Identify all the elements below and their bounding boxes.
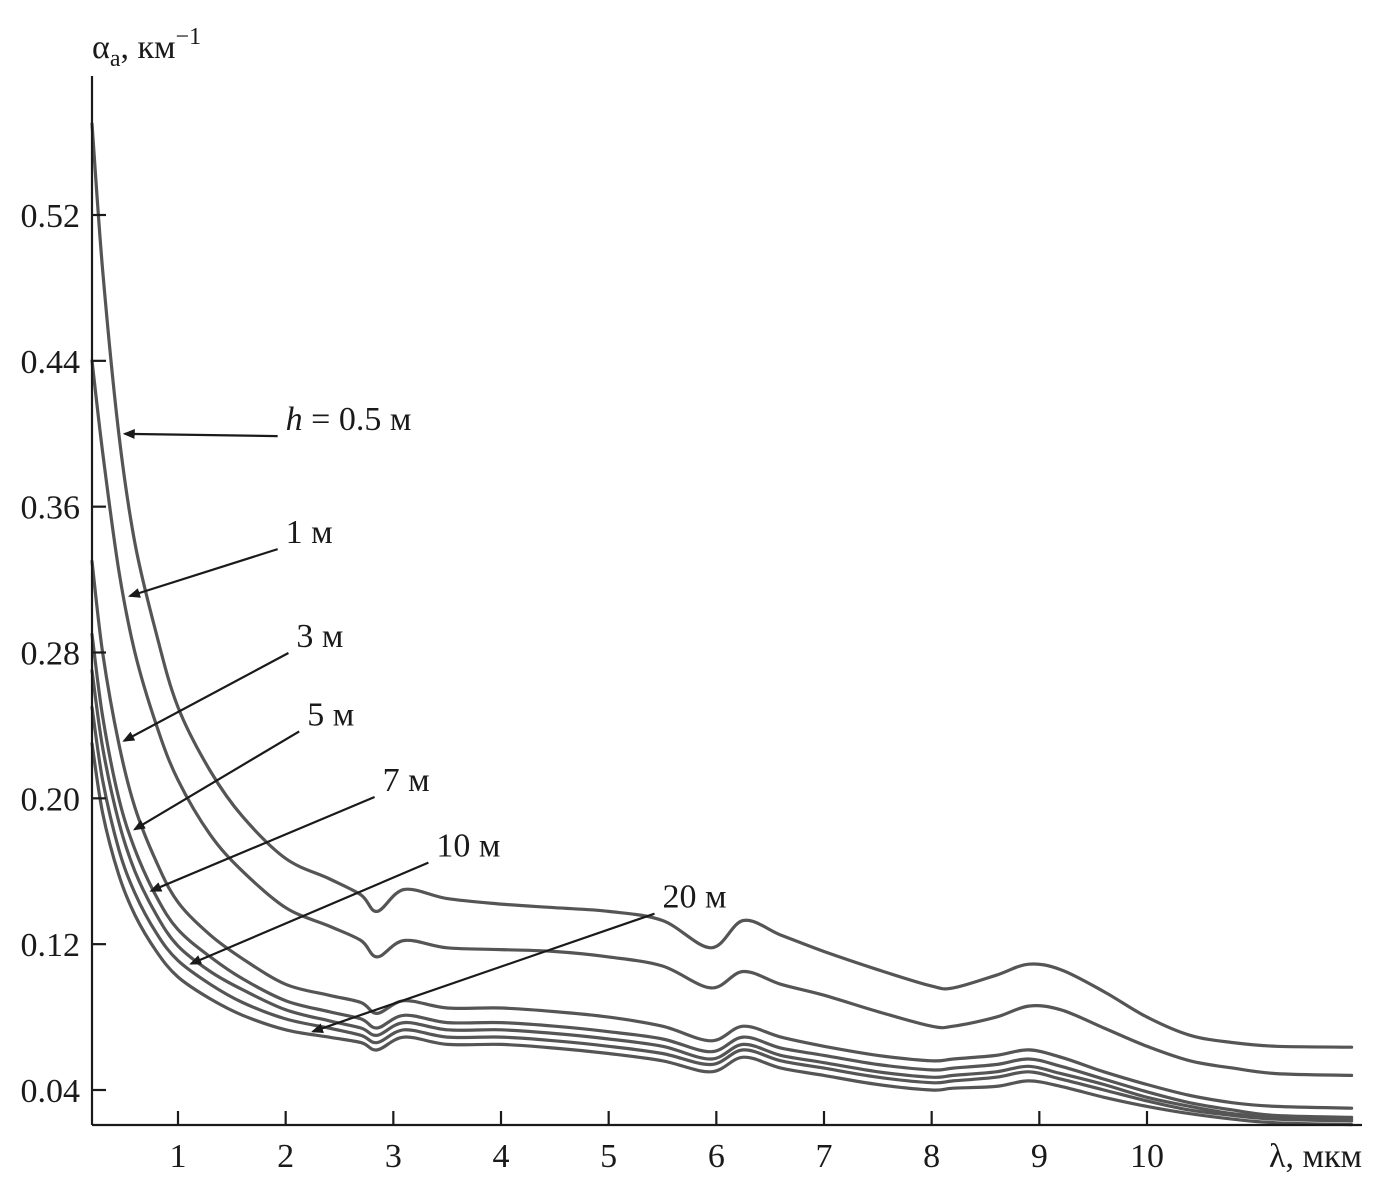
annotation-arrow-6 — [189, 861, 429, 965]
y-axis-symbol: α — [92, 29, 110, 66]
y-axis-unit: , км — [120, 29, 175, 66]
x-axis-title: λ, мкм — [1269, 1138, 1362, 1175]
annotation-text-part: 3 м — [296, 618, 343, 655]
series-line-7 — [90, 742, 1354, 1127]
annotation-arrow-3 — [122, 652, 289, 742]
x-tick-label-4: 4 — [493, 1138, 510, 1175]
x-tick-label-5: 5 — [600, 1138, 617, 1175]
y-tick-label-0.44: 0.44 — [21, 344, 81, 381]
y-tick-label-0.12: 0.12 — [21, 927, 81, 964]
annotation-text-part: = 0.5 м — [303, 401, 412, 438]
y-tick-label-0.52: 0.52 — [21, 198, 81, 235]
annotation-arrow-5 — [149, 796, 375, 892]
annotation-label-1: h = 0.5 м — [286, 401, 412, 438]
y-axis-title: αa, км−1 — [92, 24, 201, 72]
series-line-4 — [90, 632, 1354, 1119]
x-tick-label-7: 7 — [816, 1138, 833, 1175]
annotation-text-part: 1 м — [286, 514, 333, 551]
annotation-italic-part: h — [286, 401, 303, 438]
series-line-6 — [90, 705, 1354, 1123]
curves-layer — [90, 122, 1354, 1127]
annotation-label-2: 1 м — [286, 514, 333, 551]
x-tick-label-10: 10 — [1130, 1138, 1164, 1175]
annotation-label-5: 7 м — [383, 762, 430, 799]
y-tick-label-0.36: 0.36 — [21, 490, 81, 527]
annotation-arrow-2 — [127, 548, 278, 598]
series-line-5 — [90, 669, 1354, 1121]
x-tick-label-8: 8 — [923, 1138, 940, 1175]
x-tick-label-1: 1 — [170, 1138, 187, 1175]
series-line-2 — [90, 359, 1354, 1077]
annotation-text-part: 10 м — [436, 828, 500, 865]
annotation-label-4: 5 м — [307, 696, 354, 733]
tick-layer: 1 2 3 4 5 6 7 8 9 10 0.04 0.12 0.20 0.28 0.36 0.44 0.52 — [21, 198, 1165, 1175]
y-tick-label-0.20: 0.20 — [21, 781, 81, 818]
annotation-text-part: 7 м — [383, 762, 430, 799]
annotation-text-part: 5 м — [307, 696, 354, 733]
annotation-label-3: 3 м — [296, 618, 343, 655]
annotation-arrows — [122, 428, 655, 1033]
annotation-label-6: 10 м — [436, 828, 500, 865]
y-tick-label-0.04: 0.04 — [21, 1073, 81, 1110]
x-tick-label-2: 2 — [277, 1138, 294, 1175]
annotation-label-7: 20 м — [663, 879, 727, 916]
annotation-labels: h = 0.5 м 1 м 3 м 5 м 7 м10 м 20 м — [286, 401, 727, 916]
series-line-1 — [90, 122, 1354, 1049]
y-axis-subscript: a — [110, 46, 121, 72]
y-tick-label-0.28: 0.28 — [21, 636, 81, 673]
x-tick-label-9: 9 — [1031, 1138, 1048, 1175]
x-tick-label-3: 3 — [385, 1138, 402, 1175]
annotation-text-part: 20 м — [663, 879, 727, 916]
annotation-arrow-1 — [122, 428, 278, 439]
series-line-3 — [90, 559, 1354, 1110]
x-tick-label-6: 6 — [708, 1138, 725, 1175]
annotation-arrow-7 — [310, 912, 655, 1033]
annotation-arrow-4 — [132, 730, 300, 831]
y-axis-superscript: −1 — [176, 24, 202, 50]
